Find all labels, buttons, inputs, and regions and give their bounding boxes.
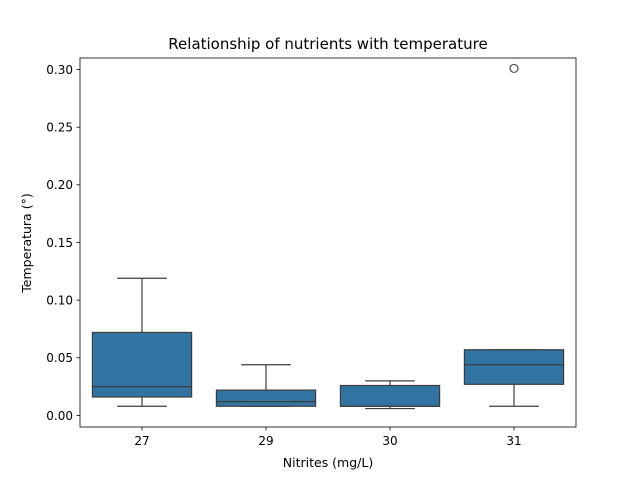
x-axis-label: Nitrites (mg/L) — [283, 455, 373, 470]
axes-frame — [79, 57, 577, 428]
y-tick-label: 0.30 — [46, 63, 73, 77]
outlier-point — [509, 63, 519, 73]
box-iqr — [339, 384, 441, 407]
box-iqr — [463, 349, 565, 385]
x-tick-label: 29 — [258, 434, 273, 448]
box-group-27 — [91, 277, 193, 407]
y-tick-label: 0.20 — [46, 178, 73, 192]
x-tick-label: 27 — [134, 434, 149, 448]
y-tick-label: 0.15 — [46, 236, 73, 250]
y-axis-label: Temperatura (°) — [19, 193, 34, 293]
box-group-30 — [339, 380, 441, 410]
x-tick-label: 30 — [382, 434, 397, 448]
box-iqr — [91, 331, 193, 398]
box-group-31 — [463, 63, 565, 407]
box-iqr — [215, 389, 317, 407]
x-axis: 27 29 30 31 — [134, 427, 522, 448]
x-tick-label: 31 — [506, 434, 521, 448]
plot-area — [91, 63, 565, 410]
chart-title: Relationship of nutrients with temperatu… — [168, 35, 487, 53]
y-tick-label: 0.10 — [46, 293, 73, 307]
y-axis: 0.00 0.05 0.10 0.15 0.20 0.25 0.30 — [46, 63, 80, 423]
y-tick-label: 0.05 — [46, 351, 73, 365]
box-group-29 — [215, 364, 317, 407]
y-tick-label: 0.00 — [46, 409, 73, 423]
y-tick-label: 0.25 — [46, 120, 73, 134]
